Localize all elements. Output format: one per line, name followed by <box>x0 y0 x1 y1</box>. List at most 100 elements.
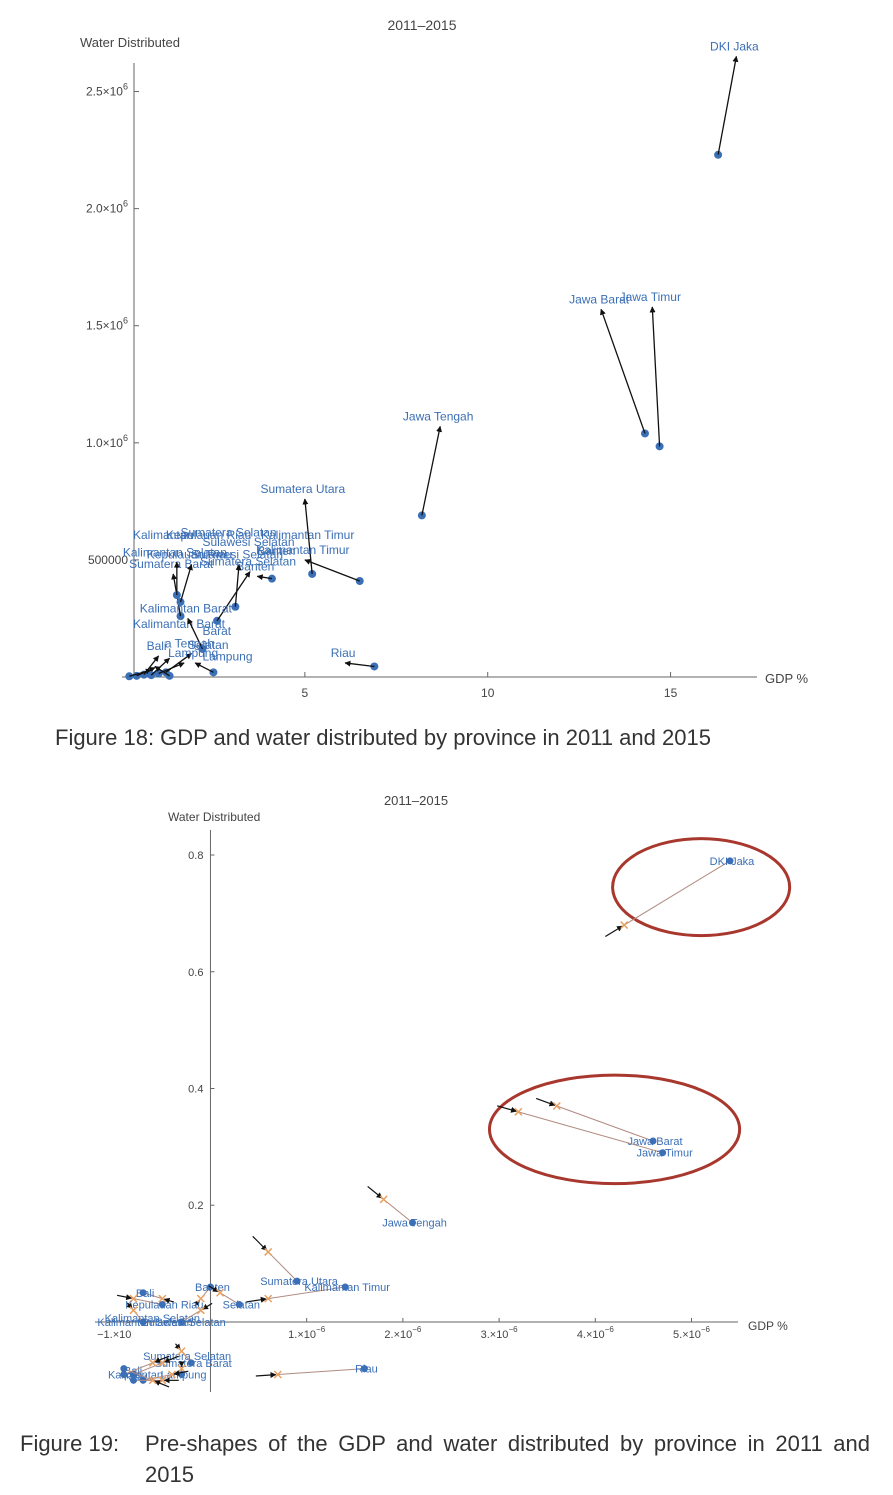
data-point-2011 <box>120 1365 128 1373</box>
change-arrow <box>600 308 646 434</box>
change-line <box>133 1362 163 1375</box>
data-point-2011 <box>187 1359 195 1367</box>
change-arrow <box>246 1296 267 1303</box>
data-point-2015 <box>196 1306 205 1315</box>
circle-jawa-highlight <box>487 1073 742 1186</box>
change-arrow <box>717 55 739 155</box>
change-arrow <box>163 1297 175 1304</box>
change-arrow <box>116 1294 133 1301</box>
province-label: Jawa Barat <box>569 292 630 306</box>
data-point-2015 <box>148 1358 157 1367</box>
data-point-2015 <box>514 1107 523 1116</box>
change-arrow <box>202 1302 213 1310</box>
province-label: Kepulauan Riau <box>125 1299 203 1311</box>
data-point-2011 <box>139 1318 147 1326</box>
figure19-caption-body: Pre-shapes of the GDP and water distribu… <box>145 1431 870 1487</box>
province-label: Selatan <box>223 1299 260 1311</box>
change-line <box>181 1309 202 1323</box>
y-axis-label: Water Distributed <box>168 810 260 824</box>
change-arrow <box>304 559 360 582</box>
x-tick-label: 4.×10−6 <box>577 1325 615 1341</box>
province-label: Sumatera Utara <box>261 482 346 496</box>
province-label: Lampung <box>202 650 252 664</box>
data-point-2015 <box>196 1294 205 1303</box>
province-label: Sumatera Selatan <box>181 525 277 539</box>
data-point-2015 <box>379 1195 388 1204</box>
change-arrow <box>367 1185 383 1199</box>
y-tick-label: 0.2 <box>188 1200 203 1212</box>
x-tick-label: 2.×10−6 <box>384 1325 422 1341</box>
change-arrow <box>173 1370 189 1376</box>
province-label: Kalimantan Selatan <box>123 545 227 559</box>
figure19-chart: 2011–2015 Water Distributed GDP % −1.×10… <box>95 793 792 1392</box>
change-arrow <box>216 571 251 622</box>
change-arrow <box>344 660 375 668</box>
data-point-2011 <box>409 1219 416 1227</box>
change-arrow <box>256 574 273 581</box>
change-arrow <box>535 1097 556 1107</box>
data-point-2011 <box>293 1277 301 1285</box>
change-arrow <box>252 1235 268 1251</box>
province-label: Kalimantan Barat <box>133 617 226 631</box>
province-label: Sulawesi Selatan <box>141 1317 225 1329</box>
province-label: Sulawesi Selatan <box>202 535 294 549</box>
data-point-2015 <box>129 1306 138 1315</box>
data-point-2011 <box>178 1318 186 1326</box>
data-point-2011 <box>726 857 734 865</box>
province-label: Kepulauan Riau <box>166 528 251 542</box>
province-label: Kalimantan <box>133 528 193 542</box>
change-line <box>219 1292 240 1305</box>
data-point-2015 <box>167 1370 177 1379</box>
change-arrow <box>154 1355 170 1363</box>
change-line <box>123 1368 153 1381</box>
province-label: DKI Jaka <box>710 39 759 53</box>
province-label: Lampung <box>168 646 218 660</box>
data-point-2015 <box>129 1294 138 1303</box>
province-label: Jawa Tengah <box>403 409 474 423</box>
province-label: Kalimantan Selatan <box>97 1317 192 1329</box>
change-line <box>556 1105 654 1142</box>
y-tick-label: 0.8 <box>188 850 203 862</box>
x-tick-label: 10 <box>481 686 495 700</box>
data-point-2011 <box>129 1376 137 1384</box>
data-point-2011 <box>649 1137 657 1145</box>
chart-title: 2011–2015 <box>387 17 456 33</box>
figure19-caption: Figure 19: Pre-shapes of the GDP and wate… <box>20 1428 870 1490</box>
change-line <box>133 1298 163 1305</box>
province-label: Lampung <box>161 1369 207 1381</box>
chart-title: 2011–2015 <box>384 793 448 808</box>
x-tick-label: 1.×10−6 <box>288 1325 326 1341</box>
change-arrow <box>497 1105 517 1113</box>
figure18-chart: 2011–2015 Water Distributed GDP % 5 10 155… <box>80 17 809 700</box>
province-label: Bali <box>147 639 167 653</box>
data-point-2011 <box>341 1283 349 1291</box>
change-arrow <box>154 1380 170 1388</box>
data-point-2011 <box>659 1149 667 1157</box>
change-line <box>383 1198 413 1224</box>
x-tick-label: 5.×10−6 <box>673 1325 711 1341</box>
data-point-2015 <box>552 1101 561 1111</box>
change-arrow <box>649 306 661 447</box>
province-label: Kalimantan Timur <box>256 543 349 557</box>
y-tick-label: 1.5×106 <box>86 316 128 333</box>
province-label: DKI Jaka <box>710 856 756 868</box>
change-arrow <box>255 1371 277 1378</box>
change-line <box>143 1373 173 1381</box>
province-label: Sumatera Utara <box>260 1276 339 1288</box>
province-label: Kalimantan Timur <box>304 1282 390 1294</box>
data-point-2011 <box>139 1289 147 1297</box>
province-label: a Tengah <box>165 637 214 651</box>
data-point-2011 <box>235 1300 243 1308</box>
province-label: Kalimantan Timur <box>261 528 354 542</box>
data-point-2015 <box>177 1347 186 1356</box>
province-label: Jawa Barat <box>628 1136 683 1148</box>
x-axis-label: GDP % <box>748 1319 788 1333</box>
y-axis-label: Water Distributed <box>80 35 180 50</box>
x-tick-label: 5 <box>302 686 309 700</box>
change-line <box>267 1251 298 1282</box>
change-arrow <box>605 925 623 937</box>
figure18-caption: Figure 18: GDP and water distributed by … <box>55 725 711 750</box>
change-line <box>518 1111 663 1154</box>
